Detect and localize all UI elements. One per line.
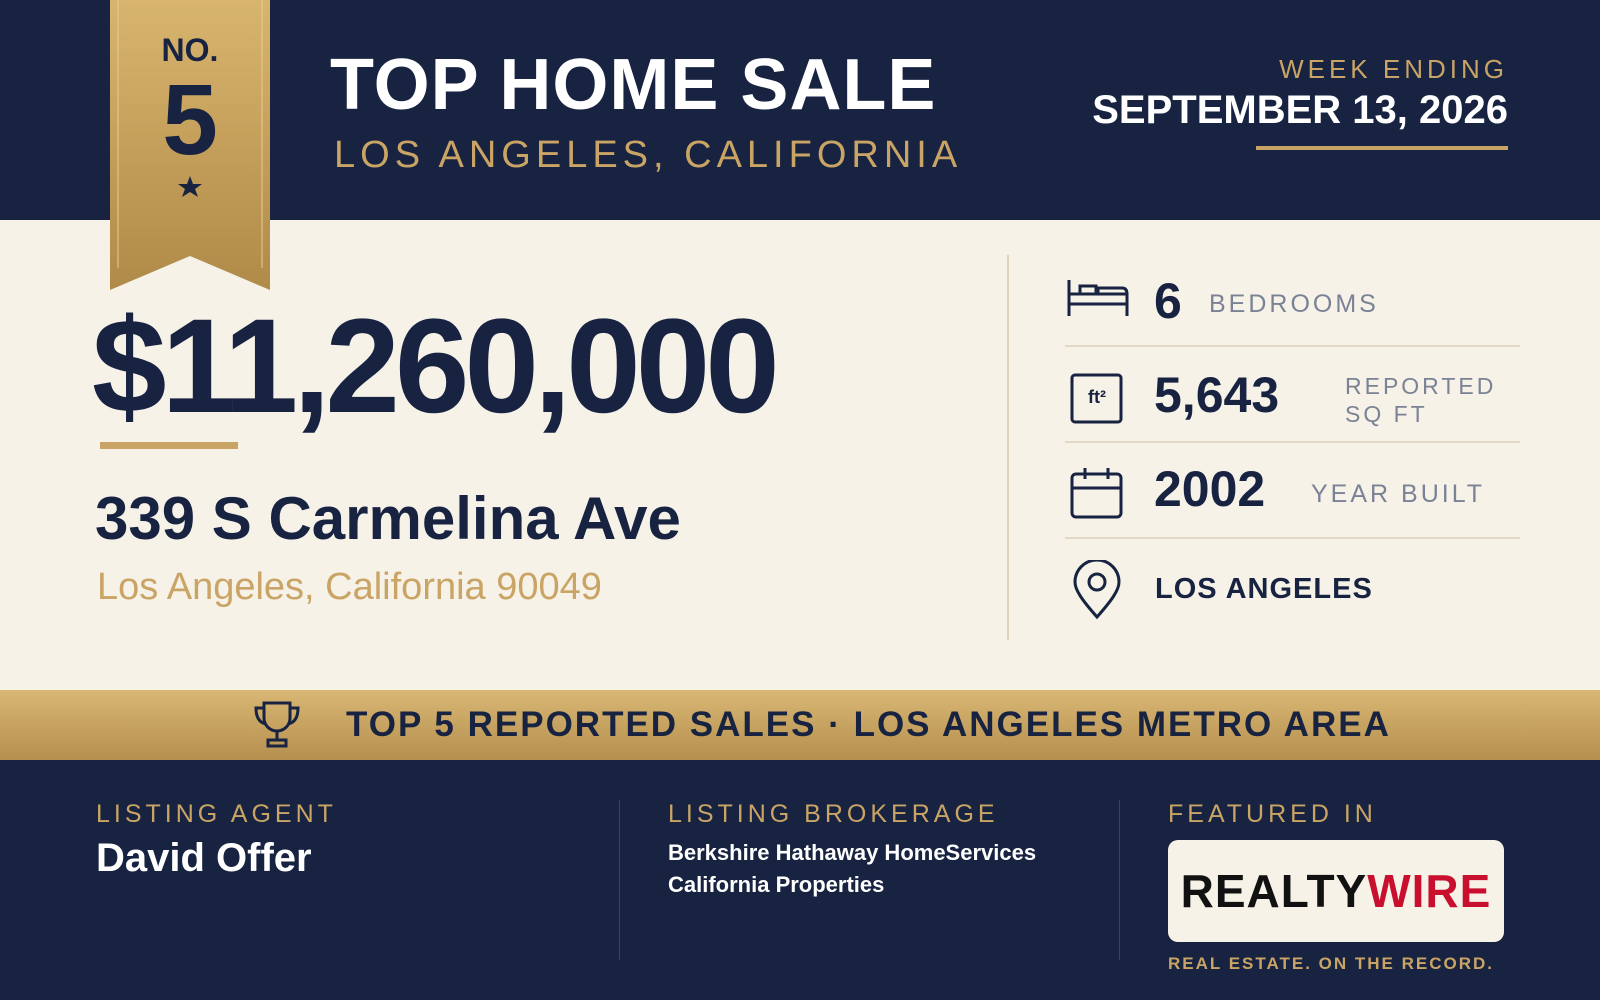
year-label: YEAR BUILT <box>1311 480 1486 508</box>
featured-label: FEATURED IN <box>1168 800 1377 828</box>
location-label: LOS ANGELES <box>1155 573 1373 605</box>
area-label: REPORTED SQ FT <box>1345 373 1497 427</box>
logo-accent: WIRE <box>1367 865 1492 917</box>
ribbon <box>110 0 270 290</box>
area-icon-text: ft² <box>1088 387 1106 407</box>
banner-text: TOP 5 REPORTED SALES · LOS ANGELES METRO… <box>346 705 1391 744</box>
badge-prefix: NO. <box>161 32 219 68</box>
logo: REALTYWIRE <box>1168 840 1504 942</box>
date-underline <box>1256 146 1508 150</box>
brokerage-line: California Properties <box>668 872 885 897</box>
area-icon <box>1070 373 1123 424</box>
brokerage-label: LISTING BROKERAGE <box>668 800 999 828</box>
footer-divider <box>1119 800 1120 960</box>
brokerage-line: Berkshire Hathaway HomeServices <box>668 840 1037 865</box>
area-value: 5,643 <box>1154 367 1280 423</box>
row-separator <box>1065 441 1520 443</box>
city-line: Los Angeles, California 90049 <box>97 566 602 608</box>
agent-name: David Offer <box>96 836 312 880</box>
pin-icon <box>1073 560 1121 620</box>
row-separator <box>1065 537 1520 539</box>
bedrooms-value: 6 <box>1154 273 1182 329</box>
bed-icon <box>1067 280 1129 316</box>
bedrooms-label: BEDROOMS <box>1209 290 1379 318</box>
address: 339 S Carmelina Ave <box>95 485 681 552</box>
price-underline <box>100 442 238 449</box>
subtitle: LOS ANGELES, CALIFORNIA <box>334 134 963 176</box>
agent-label: LISTING AGENT <box>96 800 337 828</box>
row-separator <box>1065 345 1520 347</box>
calendar-icon <box>1070 468 1123 519</box>
tagline: REAL ESTATE. ON THE RECORD. <box>1168 954 1495 973</box>
body-panel <box>0 220 1600 690</box>
week-date: SEPTEMBER 13, 2026 <box>1092 88 1508 132</box>
week-label: WEEK ENDING <box>1279 54 1508 84</box>
year-value: 2002 <box>1154 461 1266 517</box>
title: TOP HOME SALE <box>330 45 937 125</box>
trophy-icon <box>254 701 300 748</box>
price: $11,260,000 <box>92 292 780 441</box>
logo-primary: REALTY <box>1180 865 1368 917</box>
footer-divider <box>619 800 620 960</box>
divider <box>1007 255 1009 640</box>
badge-rank: 5 <box>162 64 218 176</box>
